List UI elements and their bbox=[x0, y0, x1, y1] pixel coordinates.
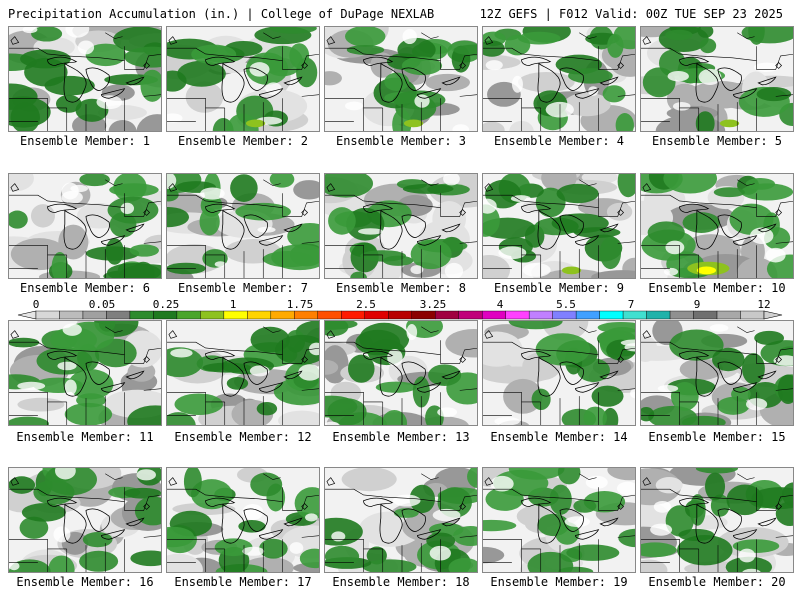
colorbar-tick-label: 0.25 bbox=[152, 298, 180, 311]
ensemble-member-label: Ensemble Member: 5 bbox=[651, 134, 783, 148]
colorbar-swatch bbox=[481, 310, 506, 320]
colorbar-swatch bbox=[129, 310, 154, 320]
ensemble-member-label: Ensemble Member: 8 bbox=[335, 281, 467, 295]
colorbar-left-arrow bbox=[17, 310, 37, 320]
colorbar-tick-label: 5.5 bbox=[556, 298, 576, 311]
colorbar-tick-label: 2.5 bbox=[356, 298, 376, 311]
colorbar-swatch bbox=[364, 310, 389, 320]
colorbar-swatch bbox=[622, 310, 647, 320]
ensemble-member-label: Ensemble Member: 7 bbox=[177, 281, 309, 295]
ensemble-member-label: Ensemble Member: 11 bbox=[16, 430, 154, 444]
ensemble-member-label: Ensemble Member: 18 bbox=[332, 575, 470, 589]
ensemble-member-label: Ensemble Member: 14 bbox=[490, 430, 628, 444]
colorbar-swatch bbox=[35, 310, 60, 320]
ensemble-map-16 bbox=[8, 467, 162, 573]
ensemble-member-label: Ensemble Member: 16 bbox=[16, 575, 154, 589]
colorbar-swatch bbox=[294, 310, 319, 320]
ensemble-member-label: Ensemble Member: 13 bbox=[332, 430, 470, 444]
ensemble-member-label: Ensemble Member: 4 bbox=[493, 134, 625, 148]
ensemble-member-label: Ensemble Member: 19 bbox=[490, 575, 628, 589]
ensemble-map-9 bbox=[482, 173, 636, 279]
ensemble-member-label: Ensemble Member: 3 bbox=[335, 134, 467, 148]
colorbar-tick-label: 1 bbox=[229, 298, 237, 311]
colorbar-swatch bbox=[435, 310, 459, 320]
ensemble-map-11 bbox=[8, 320, 162, 426]
map-title: Precipitation Accumulation (in.) | Colle… bbox=[8, 7, 435, 21]
ensemble-map-20 bbox=[640, 467, 794, 573]
ensemble-member-label: Ensemble Member: 9 bbox=[493, 281, 625, 295]
colorbar-right-arrow bbox=[763, 310, 783, 320]
colorbar-swatch bbox=[270, 310, 295, 320]
colorbar-swatch bbox=[505, 310, 530, 320]
ensemble-map-4 bbox=[482, 26, 636, 132]
colorbar-swatch bbox=[528, 310, 553, 320]
colorbar-swatch bbox=[411, 310, 436, 320]
colorbar-swatch bbox=[82, 310, 107, 320]
ensemble-map-1 bbox=[8, 26, 162, 132]
colorbar-tick-label: 3.25 bbox=[419, 298, 447, 311]
colorbar-swatch bbox=[317, 310, 342, 320]
ensemble-map-8 bbox=[324, 173, 478, 279]
ensemble-member-label: Ensemble Member: 12 bbox=[174, 430, 312, 444]
colorbar-swatch bbox=[176, 310, 201, 320]
ensemble-member-label: Ensemble Member: 6 bbox=[19, 281, 151, 295]
ensemble-map-10 bbox=[640, 173, 794, 279]
colorbar-swatch bbox=[341, 310, 365, 320]
model-run-info: 12Z GEFS | F012 Valid: 00Z TUE SEP 23 20… bbox=[479, 7, 783, 21]
ensemble-map-15 bbox=[640, 320, 794, 426]
ensemble-map-3 bbox=[324, 26, 478, 132]
colorbar-swatch bbox=[552, 310, 577, 320]
colorbar-swatch bbox=[223, 310, 248, 320]
colorbar-tick-label: 0.05 bbox=[88, 298, 116, 311]
ensemble-map-17 bbox=[166, 467, 320, 573]
colorbar-swatch bbox=[59, 310, 84, 320]
colorbar-tick-label: 12 bbox=[757, 298, 771, 311]
colorbar-tick-label: 1.75 bbox=[286, 298, 314, 311]
ensemble-member-label: Ensemble Member: 15 bbox=[648, 430, 786, 444]
colorbar-swatch bbox=[575, 310, 600, 320]
ensemble-map-12 bbox=[166, 320, 320, 426]
colorbar-swatch bbox=[693, 310, 718, 320]
ensemble-map-13 bbox=[324, 320, 478, 426]
ensemble-member-label: Ensemble Member: 20 bbox=[648, 575, 786, 589]
colorbar-swatch bbox=[153, 310, 178, 320]
ensemble-map-14 bbox=[482, 320, 636, 426]
ensemble-map-2 bbox=[166, 26, 320, 132]
colorbar-swatch bbox=[599, 310, 624, 320]
ensemble-member-label: Ensemble Member: 1 bbox=[19, 134, 151, 148]
ensemble-member-label: Ensemble Member: 2 bbox=[177, 134, 309, 148]
colorbar-swatch bbox=[106, 310, 131, 320]
ensemble-member-label: Ensemble Member: 17 bbox=[174, 575, 312, 589]
colorbar-tick-label: 0 bbox=[32, 298, 40, 311]
ensemble-map-7 bbox=[166, 173, 320, 279]
colorbar-tick-label: 7 bbox=[627, 298, 635, 311]
colorbar-swatch bbox=[646, 310, 671, 320]
colorbar-swatch bbox=[200, 310, 225, 320]
colorbar-swatch bbox=[740, 310, 765, 320]
ensemble-map-6 bbox=[8, 173, 162, 279]
precip-colorbar bbox=[17, 310, 783, 320]
colorbar-swatch bbox=[247, 310, 272, 320]
ensemble-map-19 bbox=[482, 467, 636, 573]
colorbar-swatch bbox=[388, 310, 412, 320]
ensemble-map-18 bbox=[324, 467, 478, 573]
ensemble-member-label: Ensemble Member: 10 bbox=[648, 281, 786, 295]
colorbar-swatch bbox=[716, 310, 741, 320]
colorbar-swatch bbox=[458, 310, 483, 320]
colorbar-swatch bbox=[669, 310, 694, 320]
ensemble-map-5 bbox=[640, 26, 794, 132]
colorbar-tick-label: 9 bbox=[693, 298, 701, 311]
colorbar-tick-label: 4 bbox=[496, 298, 504, 311]
